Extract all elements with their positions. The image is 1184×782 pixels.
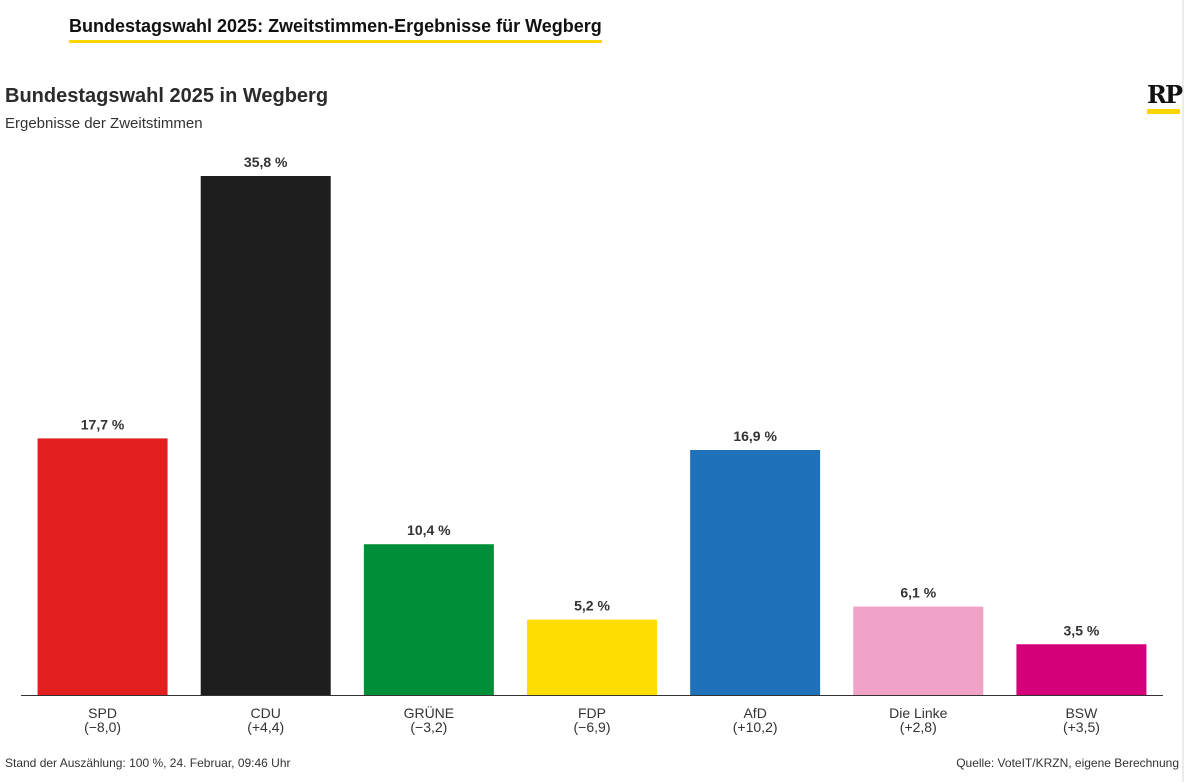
- logo-underline: [1147, 109, 1180, 114]
- change-label: (+2,8): [900, 719, 937, 735]
- category-label: BSW: [1065, 705, 1098, 721]
- rp-logo: RP: [1147, 80, 1183, 114]
- bar: [1016, 644, 1147, 695]
- bar: [690, 449, 821, 695]
- change-label: (−8,0): [84, 719, 121, 735]
- data-label: 3,5 %: [1064, 622, 1100, 638]
- category-label: GRÜNE: [404, 704, 455, 721]
- change-label: (+3,5): [1063, 719, 1100, 735]
- bar-chart: 17,7 % SPD(−8,0) 35,8 % CDU(+4,4) 10,4 % GRÜN…: [21, 154, 1163, 735]
- data-label: 10,4 %: [407, 522, 451, 538]
- change-label: (−3,2): [410, 719, 447, 735]
- data-label: 6,1 %: [900, 585, 936, 601]
- data-label: 17,7 %: [81, 416, 125, 432]
- logo-text: RP: [1147, 80, 1183, 109]
- bar: [853, 606, 984, 695]
- category-label: SPD: [88, 705, 117, 721]
- bar: [363, 544, 494, 695]
- category-label: CDU: [251, 705, 281, 721]
- bar: [37, 438, 168, 695]
- change-label: (+10,2): [733, 719, 778, 735]
- page-title: Bundestagswahl 2025: Zweitstimmen-Ergebn…: [69, 16, 602, 43]
- data-label: 5,2 %: [574, 598, 610, 614]
- chart-subtitle: Ergebnisse der Zweitstimmen: [5, 115, 203, 132]
- bar: [200, 176, 331, 695]
- category-label: FDP: [578, 705, 606, 721]
- source-note: Quelle: VoteIT/KRZN, eigene Berechnung: [956, 756, 1179, 770]
- data-label: 16,9 %: [733, 428, 777, 444]
- chart-title: Bundestagswahl 2025 in Wegberg: [5, 85, 329, 107]
- counting-status: Stand der Auszählung: 100 %, 24. Februar…: [5, 756, 291, 770]
- category-label: Die Linke: [889, 705, 948, 721]
- category-label: AfD: [743, 705, 766, 721]
- data-label: 35,8 %: [244, 154, 288, 170]
- change-label: (+4,4): [247, 719, 284, 735]
- bar: [527, 619, 657, 695]
- change-label: (−6,9): [574, 719, 611, 735]
- right-border: [1182, 0, 1184, 782]
